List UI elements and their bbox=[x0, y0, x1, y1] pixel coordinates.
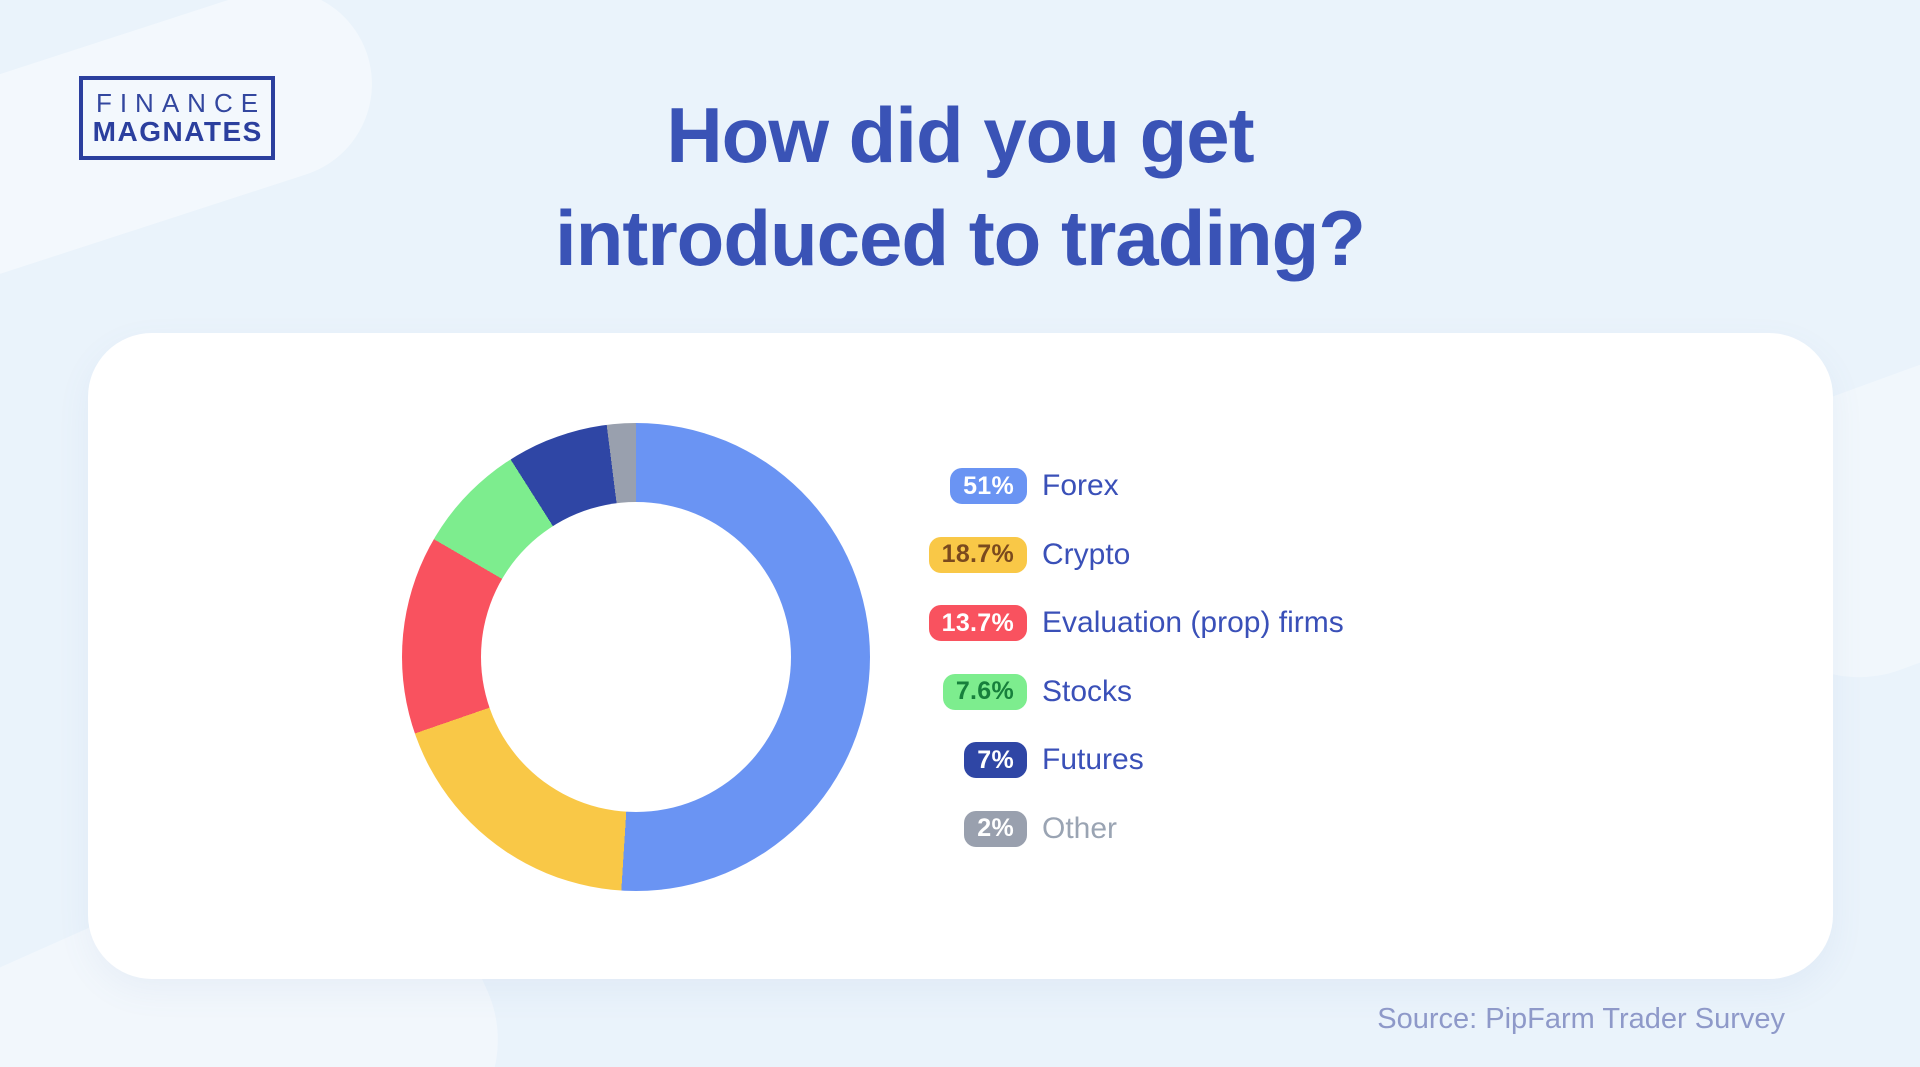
legend-item: 13.7% Evaluation (prop) firms bbox=[877, 605, 1344, 641]
logo-text-finance: FINANCE bbox=[95, 87, 267, 118]
chart-legend: 51% Forex 18.7% Crypto 13.7% Evaluation … bbox=[877, 468, 1344, 879]
legend-label: Evaluation (prop) firms bbox=[1042, 606, 1344, 639]
donut-hole bbox=[481, 502, 791, 812]
legend-badge: 7.6% bbox=[942, 673, 1027, 710]
legend-badge: 18.7% bbox=[928, 536, 1027, 573]
legend-badge: 51% bbox=[950, 468, 1027, 504]
legend-label: Forex bbox=[1042, 469, 1119, 502]
legend-item: 18.7% Crypto bbox=[877, 536, 1344, 573]
legend-label: Futures bbox=[1042, 743, 1144, 776]
legend-label: Crypto bbox=[1042, 537, 1131, 571]
page-title-line-1: How did you get bbox=[666, 91, 1254, 179]
source-note: Source: PipFarm Trader Survey bbox=[1377, 1003, 1785, 1035]
legend-label: Other bbox=[1042, 811, 1118, 845]
legend-badge: 7% bbox=[964, 742, 1027, 778]
legend-label: Stocks bbox=[1042, 674, 1133, 708]
page-title-line-2: introduced to trading? bbox=[555, 193, 1366, 282]
logo-text-magnates: MAGNATES bbox=[92, 115, 263, 147]
legend-badge: 13.7% bbox=[928, 605, 1027, 641]
page-title: How did you get introduced to trading? bbox=[0, 84, 1920, 290]
legend-item: 7.6% Stocks bbox=[877, 673, 1344, 710]
legend-badge: 2% bbox=[964, 810, 1027, 847]
donut-chart bbox=[402, 423, 870, 891]
chart-card bbox=[88, 333, 1833, 979]
legend-item: 7% Futures bbox=[877, 742, 1344, 778]
legend-item: 51% Forex bbox=[877, 468, 1344, 504]
legend-item: 2% Other bbox=[877, 810, 1344, 847]
finance-magnates-logo: FINANCE MAGNATES bbox=[79, 76, 275, 160]
